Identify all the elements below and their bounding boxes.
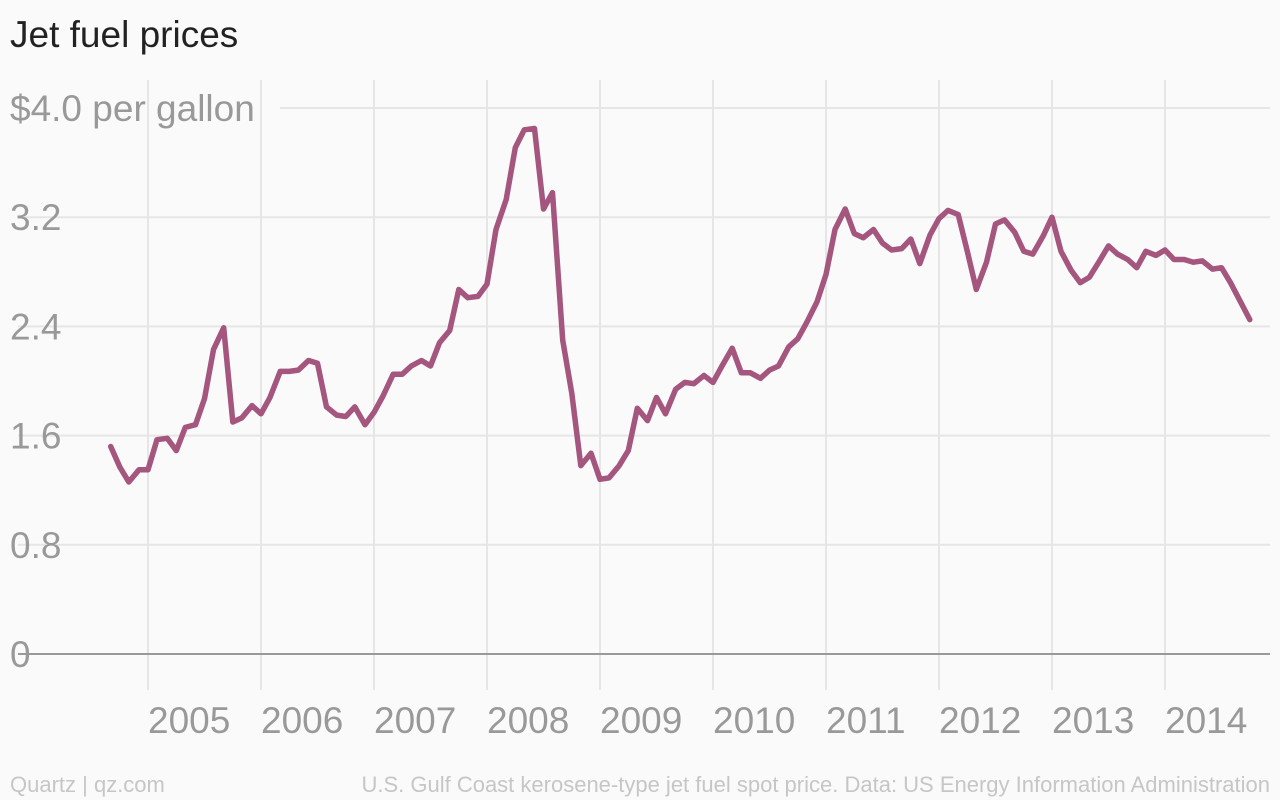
x-grid bbox=[147, 80, 1166, 690]
y-tick-label: 0.8 bbox=[10, 525, 61, 566]
y-tick-label: $4.0 per gallon bbox=[10, 88, 255, 129]
y-tick-label: 2.4 bbox=[10, 306, 61, 347]
chart-title: Jet fuel prices bbox=[10, 14, 239, 55]
x-tick-label: 2012 bbox=[939, 700, 1021, 741]
footer-source-right: U.S. Gulf Coast kerosene-type jet fuel s… bbox=[361, 772, 1270, 797]
series-line-jet-fuel-price bbox=[107, 125, 1253, 485]
x-tick-label: 2011 bbox=[826, 700, 906, 741]
x-tick-label: 2009 bbox=[600, 700, 682, 741]
footer-source-left: Quartz | qz.com bbox=[10, 772, 165, 797]
y-tick-labels: 00.81.62.43.2$4.0 per gallon bbox=[10, 88, 255, 675]
x-tick-label: 2007 bbox=[374, 700, 456, 741]
y-tick-label: 1.6 bbox=[10, 416, 61, 457]
x-tick-label: 2014 bbox=[1165, 700, 1247, 741]
x-tick-label: 2010 bbox=[713, 700, 795, 741]
y-grid bbox=[18, 107, 1270, 546]
x-tick-label: 2008 bbox=[487, 700, 569, 741]
x-tick-label: 2013 bbox=[1052, 700, 1134, 741]
x-tick-label: 2005 bbox=[148, 700, 230, 741]
x-tick-labels: 2005 2006 2007 2008 2009 2010 2011 2012 2013 2014 bbox=[148, 700, 1247, 741]
y-tick-label: 3.2 bbox=[10, 197, 61, 238]
x-tick-label: 2006 bbox=[261, 700, 343, 741]
